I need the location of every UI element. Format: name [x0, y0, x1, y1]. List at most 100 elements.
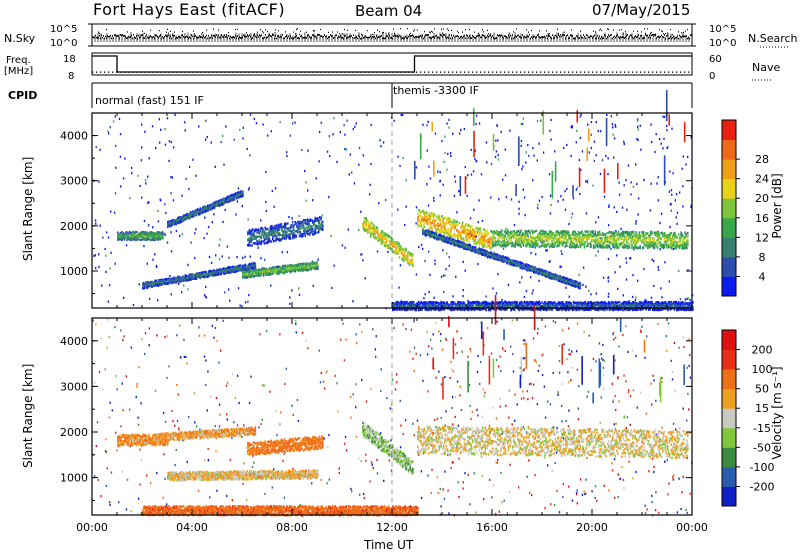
power-noise-cell	[145, 182, 146, 184]
nave-point	[132, 72, 133, 73]
nsky-point	[372, 36, 373, 38]
power-noise-cell	[144, 131, 145, 133]
nsky-point	[476, 36, 477, 38]
nsky-point	[293, 32, 294, 33]
power-noise-cell	[550, 195, 551, 197]
power-noise-cell	[497, 125, 498, 127]
power-noise-cell	[98, 266, 99, 268]
nsky-point	[474, 32, 475, 33]
nsky-point	[225, 36, 226, 38]
nsky-point	[226, 34, 227, 35]
power-noise-cell	[344, 247, 345, 249]
power-noise-cell	[340, 131, 341, 133]
nsky-point	[464, 35, 465, 37]
nsky-point	[613, 37, 614, 39]
nave-point	[284, 72, 285, 73]
power-noise-cell	[229, 300, 230, 302]
nsky-point	[585, 37, 586, 39]
nave-point	[660, 72, 661, 73]
power-noise-cell	[598, 216, 599, 218]
nsky-point	[105, 36, 106, 38]
nave-point	[508, 72, 509, 73]
nsky-point	[687, 29, 688, 30]
nsky-point	[492, 35, 493, 37]
nsky-point	[450, 38, 451, 40]
nave-point	[96, 72, 97, 73]
power-streak	[586, 148, 588, 161]
power-noise-cell	[598, 130, 599, 132]
power-streak	[493, 134, 495, 151]
power-noise-cell	[275, 187, 276, 189]
nsky-point	[345, 35, 346, 37]
nsky-point	[102, 37, 103, 39]
power-noise-cell	[561, 250, 562, 252]
nsky-point	[669, 38, 670, 40]
power-noise-cell	[596, 154, 597, 156]
power-noise-cell	[592, 185, 593, 187]
power-echo-cell	[134, 238, 136, 240]
power-noise-cell	[95, 146, 96, 148]
power-noise-cell	[656, 182, 657, 184]
nsky-point	[153, 36, 154, 38]
nave-point	[668, 72, 669, 73]
power-noise-cell	[221, 255, 222, 257]
nave-point	[268, 72, 269, 73]
power-noise-cell	[238, 287, 239, 289]
nsky-point	[451, 30, 452, 31]
power-noise-cell	[100, 225, 101, 227]
power-noise-cell	[290, 135, 291, 137]
power-noise-cell	[458, 190, 459, 192]
power-noise-cell	[318, 258, 319, 260]
power-noise-cell	[550, 119, 551, 121]
power-noise-cell	[176, 230, 177, 232]
nsky-point	[265, 29, 266, 30]
power-noise-cell	[637, 126, 638, 128]
power-noise-cell	[443, 291, 444, 293]
nave-point	[556, 72, 557, 73]
power-noise-cell	[108, 132, 109, 134]
power-noise-cell	[566, 144, 567, 146]
power-noise-cell	[442, 184, 443, 186]
nsky-point	[299, 34, 300, 35]
power-noise-cell	[508, 284, 509, 286]
nave-point	[168, 72, 169, 73]
power-noise-cell	[152, 125, 153, 127]
power-noise-cell	[643, 268, 644, 270]
nsky-point	[313, 30, 314, 31]
power-noise-cell	[564, 190, 565, 192]
nsky-point	[647, 28, 648, 29]
power-noise-cell	[492, 287, 493, 289]
nave-point	[224, 72, 225, 73]
power-noise-cell	[669, 170, 670, 172]
power-noise-cell	[155, 147, 156, 149]
nsky-point	[633, 38, 634, 40]
power-noise-cell	[605, 155, 606, 157]
nsky-point	[234, 37, 235, 39]
nsky-point	[662, 31, 663, 32]
power-noise-cell	[115, 115, 116, 117]
power-noise-cell	[600, 173, 601, 175]
power-noise-cell	[672, 172, 673, 174]
power-noise-cell	[687, 156, 688, 158]
nsky-point	[384, 38, 385, 40]
power-noise-cell	[625, 179, 626, 181]
power-noise-cell	[474, 158, 475, 160]
power-noise-cell	[365, 277, 366, 279]
nsky-point	[457, 31, 458, 32]
power-noise-cell	[383, 141, 384, 143]
nsky-point	[691, 34, 692, 35]
nsky-point	[133, 34, 134, 36]
power-echo-cell	[136, 231, 138, 233]
nsky-point	[454, 37, 455, 39]
power-noise-cell	[401, 114, 402, 116]
nsky-point	[495, 38, 496, 40]
nsky-point	[443, 28, 444, 29]
power-noise-cell	[465, 166, 466, 168]
power-noise-cell	[620, 228, 621, 230]
nsky-point	[680, 36, 681, 38]
power-noise-cell	[194, 232, 195, 234]
nsky-point	[513, 38, 514, 40]
power-noise-cell	[623, 184, 624, 186]
nave-point	[604, 72, 605, 73]
power-noise-cell	[660, 287, 661, 289]
